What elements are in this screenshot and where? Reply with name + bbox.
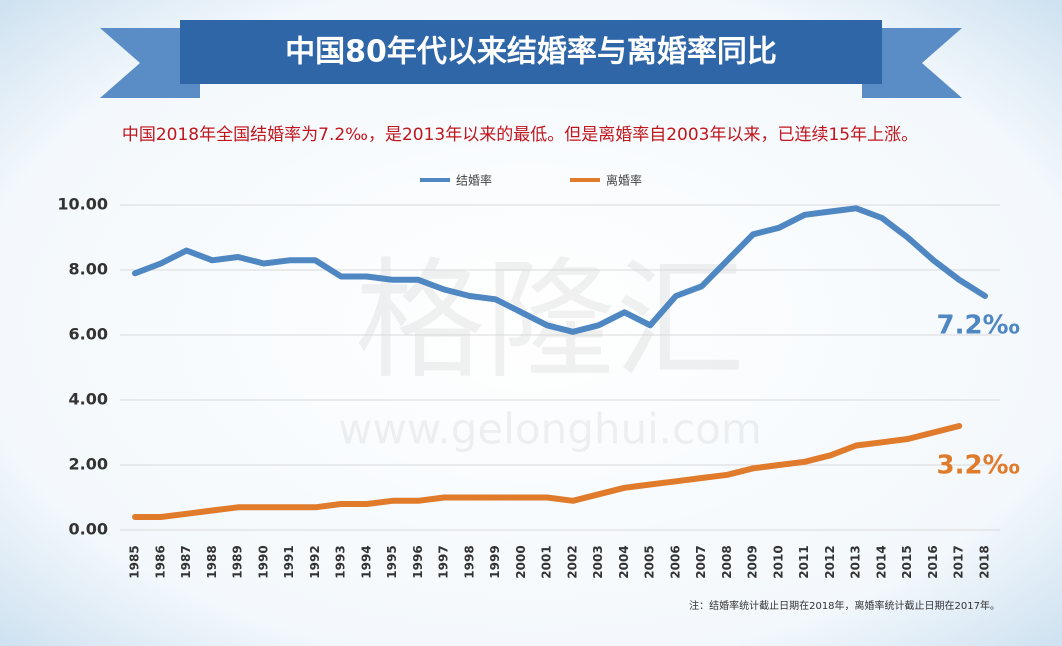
ribbon-right	[862, 28, 962, 98]
watermark: 格隆汇	[355, 245, 745, 397]
x-tick-label: 1990	[256, 545, 270, 578]
x-tick-label: 2004	[617, 545, 631, 578]
x-tick-label: 1991	[282, 545, 296, 578]
x-tick-label: 1989	[231, 545, 245, 578]
y-tick-label: 2.00	[69, 455, 108, 474]
x-tick-label: 1993	[334, 545, 348, 578]
x-tick-label: 2001	[540, 545, 554, 578]
x-tick-label: 1995	[385, 545, 399, 578]
y-tick-label: 8.00	[69, 260, 108, 279]
x-tick-label: 2016	[926, 545, 940, 578]
watermark: www.gelonghui.com	[338, 405, 762, 454]
note: 注：结婚率统计截止日期在2018年，离婚率统计截止日期在2017年。	[689, 599, 1000, 612]
x-tick-label: 1992	[308, 545, 322, 578]
chart-title: 中国80年代以来结婚率与离婚率同比	[285, 35, 777, 70]
x-tick-label: 2012	[823, 545, 837, 578]
x-tick-label: 1986	[153, 545, 167, 578]
x-tick-label: 1988	[205, 545, 219, 578]
legend-label: 离婚率	[606, 173, 642, 188]
x-tick-label: 2000	[514, 545, 528, 578]
x-tick-label: 2006	[668, 545, 682, 578]
x-tick-label: 1997	[437, 545, 451, 578]
y-tick-label: 10.00	[57, 195, 108, 214]
x-tick-label: 1987	[179, 545, 193, 578]
ribbon-left	[100, 28, 200, 98]
annotation: 7.2‰	[937, 311, 1021, 341]
x-tick-label: 1985	[128, 545, 142, 578]
y-tick-label: 0.00	[69, 520, 108, 539]
x-tick-label: 2017	[952, 545, 966, 578]
subtitle: 中国2018年全国结婚率为7.2‰，是2013年以来的最低。但是离婚率自2003…	[122, 125, 918, 145]
x-tick-label: 2007	[694, 545, 708, 578]
x-tick-label: 2002	[565, 545, 579, 578]
x-tick-label: 2005	[643, 545, 657, 578]
x-tick-label: 2009	[746, 545, 760, 578]
y-tick-label: 4.00	[69, 390, 108, 409]
x-tick-label: 2011	[797, 545, 811, 578]
series-line	[132, 423, 963, 520]
x-tick-label: 2013	[849, 545, 863, 578]
annotation: 3.2‰	[937, 451, 1021, 481]
x-tick-label: 2008	[720, 545, 734, 578]
x-tick-label: 2018	[978, 545, 992, 578]
x-tick-label: 1994	[359, 545, 373, 578]
x-tick-label: 2003	[591, 545, 605, 578]
x-tick-label: 2014	[874, 545, 888, 578]
legend-label: 结婚率	[456, 173, 492, 188]
x-tick-label: 2015	[900, 545, 914, 578]
x-tick-label: 1996	[411, 545, 425, 578]
x-tick-label: 1998	[462, 545, 476, 578]
x-tick-label: 1999	[488, 545, 502, 578]
x-tick-label: 2010	[771, 545, 785, 578]
title-banner	[180, 20, 882, 84]
series-line	[132, 205, 988, 335]
y-tick-label: 6.00	[69, 325, 108, 344]
